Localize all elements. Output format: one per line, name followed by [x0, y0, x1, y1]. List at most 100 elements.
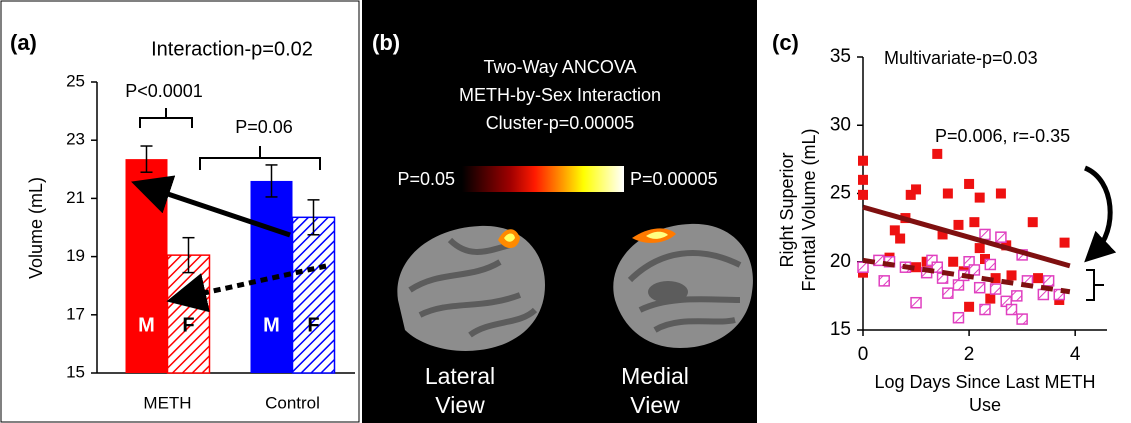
- y-axis-label: Volume (mL): [26, 177, 46, 279]
- scatter-point: [973, 281, 986, 294]
- view-label: View: [630, 392, 680, 418]
- scatter-point: [873, 254, 885, 267]
- scatter-point: [1042, 275, 1055, 287]
- scatter-point: [910, 296, 922, 309]
- scatter-point: [1037, 288, 1050, 301]
- bracket: [1086, 269, 1104, 301]
- scatter-point: [948, 256, 959, 267]
- bar-label: M: [138, 314, 155, 336]
- scatter-point: [1027, 217, 1038, 228]
- annotation: P=0.006, r=-0.35: [935, 126, 1070, 146]
- scatter-point: [979, 303, 991, 316]
- panel-frame: [0, 0, 360, 423]
- x-tick-label: 4: [1070, 344, 1081, 365]
- trend-line: [862, 257, 1071, 295]
- scatter-point: [937, 229, 948, 240]
- curved-arrow: [1083, 165, 1117, 263]
- panel-label: (a): [10, 30, 37, 55]
- colorbar: [462, 166, 624, 192]
- panel-background: [362, 0, 757, 423]
- panel-title: Cluster-p=0.00005: [486, 113, 635, 133]
- scatter-point: [911, 262, 922, 273]
- scatter-point: [889, 225, 900, 236]
- x-tick-label: Control: [265, 393, 320, 412]
- scatter-point: [858, 189, 868, 200]
- x-tick-label: METH: [143, 393, 191, 412]
- scatter-point: [878, 275, 890, 287]
- scatter-point: [952, 279, 965, 291]
- y-tick-label: 17: [66, 304, 85, 323]
- y-tick-label: 15: [66, 362, 85, 381]
- scatter-point: [942, 188, 953, 199]
- bracket: [139, 108, 193, 128]
- scatter-point: [964, 178, 975, 189]
- scatter-point: [968, 264, 981, 276]
- x-tick-label: 0: [858, 344, 869, 365]
- scatter-point: [984, 258, 997, 271]
- panel-title: METH-by-Sex Interaction: [459, 85, 661, 105]
- panel-title: Two-Way ANCOVA: [483, 57, 636, 77]
- bracket: [199, 146, 321, 170]
- y-tick-label: 15: [830, 319, 851, 340]
- y-tick-label: 19: [66, 246, 85, 265]
- trend-line: [862, 204, 1071, 269]
- scatter-point: [953, 219, 964, 230]
- bar-label: F: [182, 314, 194, 336]
- scatter-point: [1016, 313, 1028, 325]
- scatter-point: [964, 301, 975, 312]
- y-tick-label: 23: [66, 130, 85, 149]
- scatter-point: [974, 243, 985, 254]
- bar-label: M: [263, 314, 280, 336]
- bar-label: F: [307, 314, 319, 336]
- x-axis-label: Use: [969, 395, 1001, 415]
- scatter-point: [857, 261, 869, 273]
- scatter-point: [995, 231, 1007, 243]
- annotation: P=0.06: [235, 117, 293, 137]
- y-tick-label: 25: [830, 183, 851, 204]
- scatter-point: [931, 261, 944, 273]
- scatter-point: [905, 189, 916, 200]
- scatter-point: [1005, 303, 1018, 316]
- view-label: Lateral: [425, 363, 495, 389]
- panel-label: (c): [772, 30, 799, 55]
- x-tick-label: 2: [964, 344, 975, 365]
- bar: [291, 216, 336, 374]
- y-tick-label: 30: [830, 114, 851, 135]
- scatter-point: [952, 311, 965, 324]
- scatter-point: [995, 188, 1006, 199]
- error-bar: [182, 236, 195, 274]
- scatter-point: [985, 293, 996, 304]
- panel-title: Interaction-p=0.02: [151, 38, 313, 60]
- x-axis-label: Log Days Since Last METH: [874, 372, 1095, 392]
- view-label: Medial: [621, 363, 689, 389]
- y-tick-label: 25: [66, 71, 85, 90]
- brain-medial: [613, 223, 753, 348]
- error-bar: [140, 145, 153, 173]
- scatter-point: [942, 287, 954, 299]
- scatter-point: [858, 174, 868, 185]
- scatter-point: [1053, 288, 1066, 301]
- scatter-point: [911, 184, 922, 195]
- scatter-point: [932, 148, 943, 159]
- scatter-point: [969, 217, 980, 228]
- scatter-point: [990, 273, 1001, 284]
- scatter-point: [974, 192, 985, 203]
- error-bar: [265, 164, 278, 198]
- scatter-point: [895, 233, 906, 244]
- scatter-point: [1006, 270, 1017, 281]
- y-tick-label: 35: [830, 46, 851, 67]
- annotation: P<0.0001: [125, 81, 203, 101]
- panel-label: (b): [372, 30, 400, 55]
- scatter-point: [979, 228, 991, 241]
- y-axis-label: Right Superior: [777, 152, 797, 267]
- y-tick-label: 21: [66, 188, 85, 207]
- scatter-point: [1059, 237, 1070, 248]
- colorbar-label: P=0.05: [397, 169, 455, 189]
- y-tick-label: 20: [830, 251, 851, 272]
- scatter-point: [989, 283, 1002, 295]
- view-label: View: [435, 392, 485, 418]
- scatter-point: [858, 155, 868, 166]
- brain-lateral: [397, 225, 545, 351]
- y-axis-label: Frontal Volume (mL): [799, 128, 819, 291]
